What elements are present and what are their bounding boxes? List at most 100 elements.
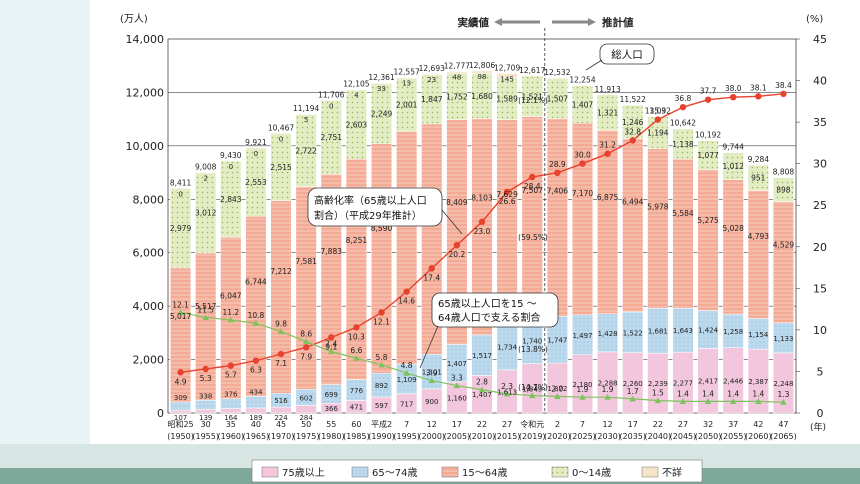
x-tick-year: (2015) — [494, 432, 521, 441]
x-tick-year: (2055) — [720, 432, 747, 441]
label-15-64: 5,517 — [195, 302, 217, 311]
aging-rate-label: 36.8 — [675, 94, 692, 103]
label-15-64: 8,590 — [371, 224, 393, 233]
label-0-14: 2,722 — [295, 146, 317, 155]
total-label: 9,284 — [748, 155, 770, 164]
x-tick-era: 令和元 — [520, 419, 544, 429]
label-0-14: 1,077 — [697, 151, 719, 160]
label-15-64: 5,028 — [722, 224, 744, 233]
x-tick-year: (2010) — [469, 432, 496, 441]
label-75plus: 284 — [299, 414, 313, 422]
legend-label-1: 65～74歳 — [372, 467, 417, 479]
support-ratio-point — [579, 394, 586, 400]
x-tick-year: (2030) — [594, 432, 621, 441]
support-ratio-label: 8.6 — [300, 330, 312, 339]
label-0-14: 3,012 — [195, 209, 217, 218]
x-tick-era: 22 — [477, 420, 487, 429]
total-label: 12,532 — [544, 68, 570, 77]
total-label: 9,008 — [195, 162, 217, 171]
bar-segment-0 — [245, 407, 267, 414]
x-tick-year: (2020) — [544, 432, 571, 441]
bar-segment-3 — [220, 160, 242, 238]
bar-segment-0 — [220, 408, 242, 414]
support-ratio-label: 1.3 — [777, 390, 789, 399]
support-ratio-point — [378, 361, 385, 368]
label-65-74: 1,740 — [522, 337, 542, 345]
aging-rate-point — [604, 150, 611, 157]
aging-rate-point — [654, 116, 662, 123]
label-0-14: 898 — [776, 186, 791, 195]
label-65-74: 1,428 — [598, 330, 618, 338]
support-ratio-point — [328, 348, 335, 355]
y2-tick-label: 40 — [813, 75, 827, 88]
x-tick-year: (1970) — [268, 432, 295, 441]
bar-segment-2 — [647, 148, 669, 309]
aging-rate-point — [730, 93, 737, 101]
aging-rate-label: 17.4 — [423, 273, 440, 282]
support-ratio-label: 11.5 — [197, 305, 214, 314]
projected-label: 推計値 — [602, 16, 634, 29]
legend: 75歳以上 65～74歳 15～64歳 0～14歳 不詳 — [251, 459, 703, 483]
total-label: 12,777 — [444, 62, 470, 71]
support-ratio-label: 5.8 — [376, 353, 388, 362]
actual-label: 実績値 — [458, 16, 490, 29]
total-label: 12,709 — [494, 63, 520, 72]
support-ratio-point — [604, 394, 611, 400]
label-0-14: 2,553 — [245, 178, 267, 187]
aging-rate-label: 10.3 — [348, 332, 365, 341]
label-65-74: 1,734 — [497, 344, 518, 352]
label-65-74: 516 — [274, 397, 288, 405]
x-tick-era: 平成2 — [371, 419, 392, 429]
aging-rate-point — [629, 137, 636, 144]
bar-segment-2 — [370, 143, 393, 374]
label-65-74: 1,109 — [397, 376, 417, 384]
support-ratio-label: 3.3 — [451, 374, 463, 383]
bar-segment-4 — [471, 70, 493, 74]
bar-segment-2 — [597, 129, 619, 314]
label-unknown: 23 — [427, 76, 436, 84]
legend-label-0: 75歳以上 — [282, 467, 325, 479]
left-margin-band — [0, 0, 90, 484]
label-65-74: 1,301 — [422, 369, 442, 377]
aging-rate-label: 4.9 — [175, 377, 187, 386]
support-ratio-point — [503, 390, 511, 397]
aging-rate-label: 12.1 — [373, 317, 390, 326]
x-tick-year: (2045) — [670, 432, 697, 441]
x-tick-year: (2019) — [519, 432, 546, 441]
support-ratio-point — [428, 377, 435, 384]
x-tick-era: 2 — [555, 420, 560, 429]
bar-segment-3 — [245, 147, 267, 217]
total-label: 12,254 — [569, 76, 595, 85]
y-tick-label: 8,000 — [133, 193, 165, 206]
left-axis-unit: (万人) — [120, 13, 148, 25]
x-tick-year: (2060) — [745, 432, 772, 441]
support-ratio-label: 1.9 — [602, 385, 614, 394]
label-75plus: 2,248 — [773, 380, 793, 388]
aging-rate-label: 7.9 — [300, 352, 312, 361]
actual-arrow — [494, 18, 540, 26]
bar-segment-0 — [295, 405, 317, 414]
aging-rate-label: 35.3 — [649, 107, 666, 116]
total-label: 10,467 — [268, 123, 294, 132]
total-label: 11,913 — [594, 85, 620, 94]
legend-swatch-1 — [351, 466, 369, 478]
label-65-74: 1,522 — [623, 329, 643, 337]
legend-swatch-0 — [261, 466, 279, 478]
legend-label-4: 不詳 — [662, 466, 682, 479]
total-label: 8,411 — [170, 178, 192, 187]
support-ratio-point — [353, 354, 360, 361]
aging-rate-label: 31.2 — [599, 141, 616, 150]
y2-tick-label: 5 — [817, 365, 824, 378]
aging-rate-label: 7.1 — [275, 359, 287, 368]
aging-rate-label: 32.8 — [624, 127, 641, 136]
support-ratio-label: 7.4 — [325, 339, 337, 348]
label-0-14: 1,752 — [446, 92, 468, 101]
bar-segment-4 — [345, 89, 367, 91]
support-ratio-callout: 65歳以上人口を15 ～ 64歳人口で支える割合 — [419, 292, 559, 369]
aging-rate-label: 28.4 — [524, 182, 541, 191]
label-75plus: 2,239 — [648, 380, 668, 388]
x-tick-year: (1975) — [293, 432, 320, 441]
support-ratio-point — [302, 338, 310, 345]
x-tick-era: 22 — [653, 420, 663, 429]
pct-2019-75: (14.7%) — [518, 383, 548, 392]
